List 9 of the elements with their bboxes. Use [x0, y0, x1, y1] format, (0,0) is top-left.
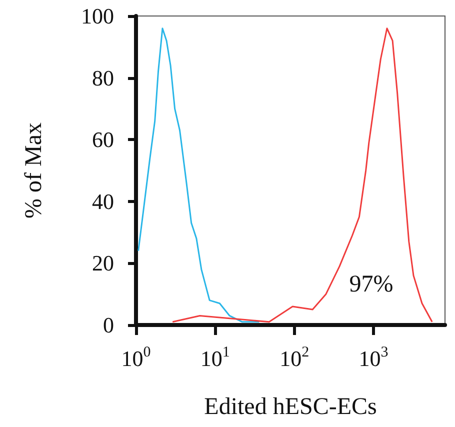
y-tick-label: 100 — [81, 4, 114, 28]
y-tick-label: 60 — [92, 127, 114, 152]
annotation: 97% — [349, 271, 394, 298]
y-tick-label: 40 — [92, 188, 114, 214]
y-tick-label: 20 — [92, 250, 114, 276]
y-tick-label: 0 — [103, 312, 114, 338]
x-axis-title: Edited hESC-ECs — [204, 394, 377, 420]
y-axis-title: % of Max — [21, 122, 47, 218]
y-tick-label: 80 — [92, 65, 114, 90]
